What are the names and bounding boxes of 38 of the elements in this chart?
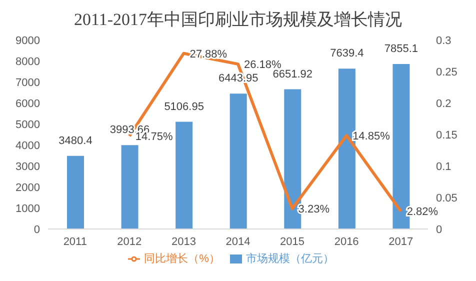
x-tick-label: 2016 bbox=[334, 236, 359, 248]
y2-tick-label: 0.15 bbox=[436, 129, 458, 142]
chart-title: 2011-2017年中国印刷业市场规模及增长情况 bbox=[72, 9, 404, 31]
data-label: 14.75% bbox=[135, 131, 173, 144]
y-tick-label: 1000 bbox=[16, 202, 40, 215]
x-tick-label: 2015 bbox=[280, 236, 305, 248]
legend-label: 同比增长（%） bbox=[144, 253, 220, 265]
x-tick-label: 2017 bbox=[388, 236, 414, 248]
data-label: 7855.1 bbox=[384, 43, 418, 56]
y2-tick-label: 0.2 bbox=[436, 98, 452, 110]
y-tick-label: 5000 bbox=[16, 118, 40, 131]
y2-tick-label: 0.1 bbox=[436, 160, 452, 173]
y2-tick-label: 0 bbox=[436, 224, 442, 236]
data-label: 7639.4 bbox=[330, 48, 364, 60]
y-tick-label: 3000 bbox=[16, 160, 40, 173]
y2-tick-label: 0.25 bbox=[436, 66, 458, 78]
bar bbox=[67, 156, 84, 229]
y2-tick-label: 0.3 bbox=[436, 34, 452, 47]
y-tick-label: 9000 bbox=[16, 34, 40, 47]
y-tick-label: 0 bbox=[34, 224, 40, 236]
y2-tick-label: 0.05 bbox=[436, 192, 458, 204]
y-tick-label: 8000 bbox=[16, 56, 40, 68]
data-label: 3480.4 bbox=[58, 134, 92, 147]
x-tick-label: 2012 bbox=[117, 236, 142, 248]
y-tick-label: 4000 bbox=[16, 140, 40, 152]
y-tick-label: 2000 bbox=[16, 182, 40, 194]
y-tick-label: 6000 bbox=[16, 98, 40, 110]
data-label: 27.88% bbox=[190, 48, 228, 60]
bar bbox=[176, 122, 193, 229]
x-tick-label: 2011 bbox=[63, 236, 87, 248]
x-tick-label: 2014 bbox=[226, 236, 250, 248]
bar bbox=[121, 145, 138, 229]
x-tick-label: 2013 bbox=[171, 236, 196, 248]
y-tick-label: 7000 bbox=[16, 76, 40, 89]
bar bbox=[338, 68, 356, 229]
data-label: 5106.95 bbox=[164, 100, 204, 113]
bar bbox=[230, 94, 247, 229]
legend-label: 市场规模（亿元） bbox=[246, 253, 334, 265]
